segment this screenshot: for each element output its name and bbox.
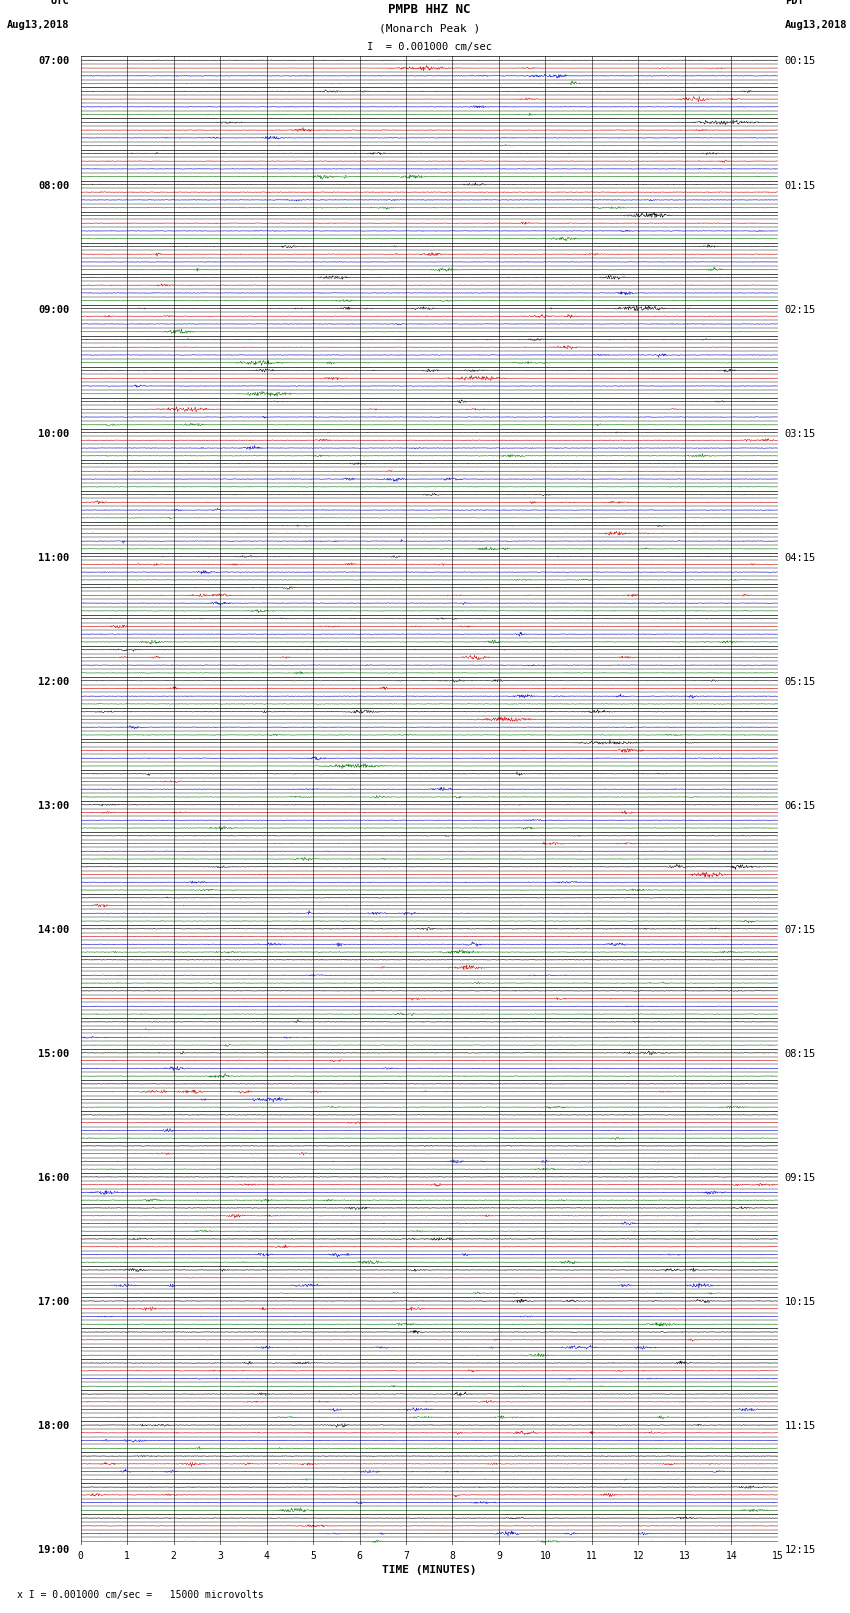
Text: 10:15: 10:15	[785, 1297, 816, 1307]
Text: 14:00: 14:00	[38, 924, 69, 936]
Text: PMPB HHZ NC: PMPB HHZ NC	[388, 3, 471, 16]
Text: 6: 6	[357, 1552, 362, 1561]
Text: 04:15: 04:15	[785, 553, 816, 563]
Text: 3: 3	[218, 1552, 223, 1561]
Text: TIME (MINUTES): TIME (MINUTES)	[382, 1565, 477, 1574]
Text: 03:15: 03:15	[785, 429, 816, 439]
Text: 14: 14	[725, 1552, 737, 1561]
Text: 09:15: 09:15	[785, 1173, 816, 1182]
Text: 07:00: 07:00	[38, 56, 69, 66]
Text: 19:00: 19:00	[38, 1545, 69, 1555]
Text: 13:00: 13:00	[38, 802, 69, 811]
Text: x I = 0.001000 cm/sec =   15000 microvolts: x I = 0.001000 cm/sec = 15000 microvolts	[17, 1590, 264, 1600]
Text: 11: 11	[586, 1552, 598, 1561]
Text: 10: 10	[540, 1552, 552, 1561]
Text: 8: 8	[450, 1552, 456, 1561]
Text: 17:00: 17:00	[38, 1297, 69, 1307]
Text: 7: 7	[403, 1552, 409, 1561]
Text: 11:00: 11:00	[38, 553, 69, 563]
Text: 4: 4	[264, 1552, 269, 1561]
Text: 0: 0	[78, 1552, 83, 1561]
Text: 01:15: 01:15	[785, 181, 816, 190]
Text: 1: 1	[124, 1552, 130, 1561]
Text: 12:00: 12:00	[38, 677, 69, 687]
Text: 11:15: 11:15	[785, 1421, 816, 1431]
Text: 12: 12	[632, 1552, 644, 1561]
Text: 16:00: 16:00	[38, 1173, 69, 1182]
Text: 15: 15	[772, 1552, 784, 1561]
Text: 09:00: 09:00	[38, 305, 69, 315]
Text: 5: 5	[310, 1552, 316, 1561]
Text: 08:00: 08:00	[38, 181, 69, 190]
Text: 9: 9	[496, 1552, 502, 1561]
Text: 2: 2	[171, 1552, 177, 1561]
Text: (Monarch Peak ): (Monarch Peak )	[378, 24, 480, 34]
Text: 08:15: 08:15	[785, 1048, 816, 1060]
Text: UTC: UTC	[50, 0, 69, 5]
Text: I  = 0.001000 cm/sec: I = 0.001000 cm/sec	[366, 42, 492, 52]
Text: 12:15: 12:15	[785, 1545, 816, 1555]
Text: PDT: PDT	[785, 0, 803, 5]
Text: 10:00: 10:00	[38, 429, 69, 439]
Text: 07:15: 07:15	[785, 924, 816, 936]
Text: Aug13,2018: Aug13,2018	[7, 21, 69, 31]
Text: 00:15: 00:15	[785, 56, 816, 66]
Text: Aug13,2018: Aug13,2018	[785, 21, 847, 31]
Text: 06:15: 06:15	[785, 802, 816, 811]
Text: 18:00: 18:00	[38, 1421, 69, 1431]
Text: 05:15: 05:15	[785, 677, 816, 687]
Text: 02:15: 02:15	[785, 305, 816, 315]
Text: 15:00: 15:00	[38, 1048, 69, 1060]
Text: 13: 13	[679, 1552, 691, 1561]
